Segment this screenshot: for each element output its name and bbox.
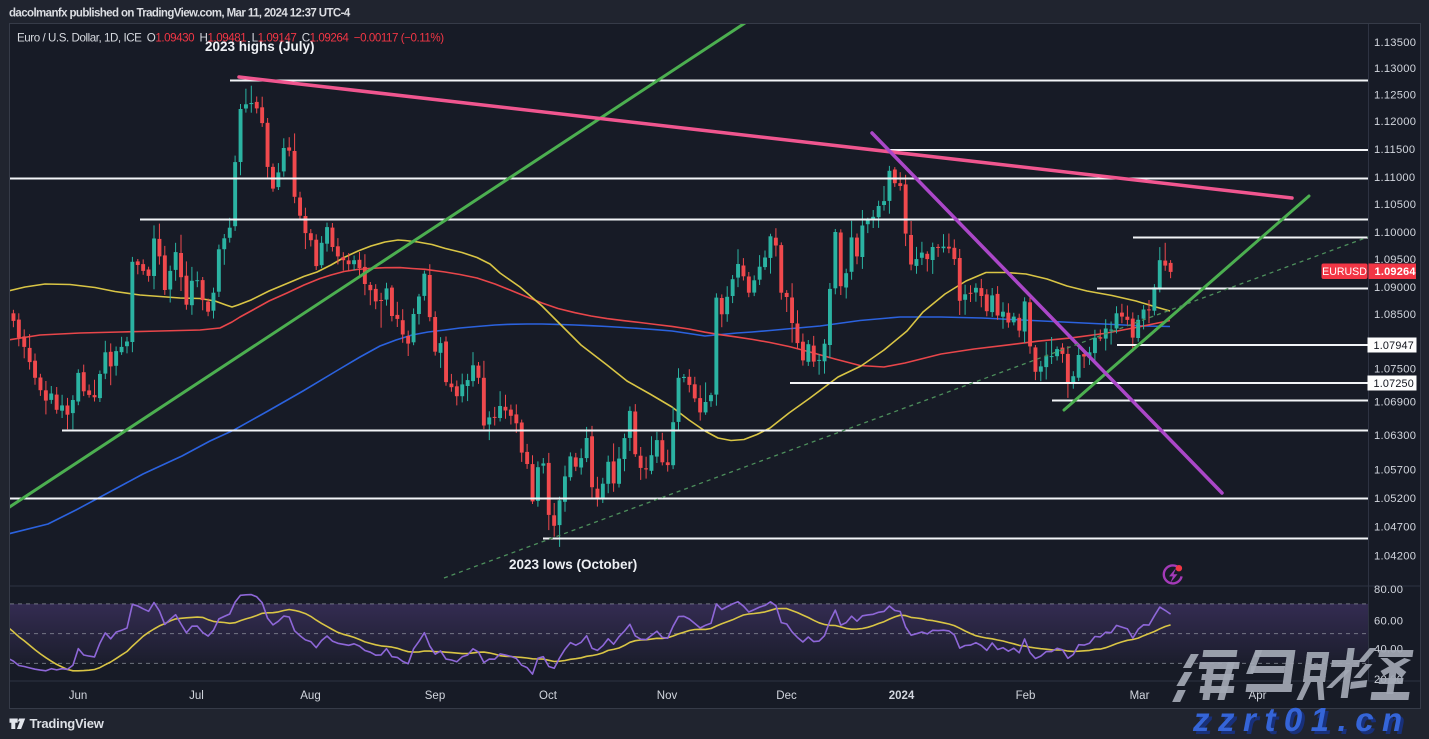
svg-text:1.04700: 1.04700 <box>1374 522 1416 534</box>
svg-text:1.09500: 1.09500 <box>1374 254 1416 266</box>
svg-text:EURUSD: EURUSD <box>1322 266 1367 278</box>
svg-text:1.05700: 1.05700 <box>1374 465 1416 477</box>
svg-text:1.04200: 1.04200 <box>1374 551 1416 563</box>
svg-text:1.06300: 1.06300 <box>1374 430 1416 442</box>
svg-text:Euro / U.S. Dollar, 1D, ICE O1: Euro / U.S. Dollar, 1D, ICE O1.09430 H1.… <box>17 32 444 45</box>
svg-text:Jun: Jun <box>69 690 88 702</box>
svg-text:Nov: Nov <box>657 690 678 702</box>
svg-text:1.09000: 1.09000 <box>1374 282 1416 294</box>
svg-text:1.12000: 1.12000 <box>1374 116 1416 128</box>
svg-text:1.05200: 1.05200 <box>1374 493 1416 505</box>
svg-text:TradingView: TradingView <box>30 716 105 731</box>
svg-text:zzrt01.cn: zzrt01.cn <box>1192 701 1411 738</box>
svg-text:1.12500: 1.12500 <box>1374 90 1416 102</box>
svg-text:Dec: Dec <box>776 690 797 702</box>
svg-text:Sep: Sep <box>425 690 445 702</box>
svg-text:Oct: Oct <box>539 690 558 702</box>
svg-text:1.11500: 1.11500 <box>1374 144 1415 156</box>
svg-text:1.09264: 1.09264 <box>1375 266 1417 278</box>
svg-text:80.00: 80.00 <box>1374 584 1403 596</box>
svg-text:2024: 2024 <box>889 690 915 702</box>
svg-text:Mar: Mar <box>1130 690 1150 702</box>
svg-text:1.10500: 1.10500 <box>1374 199 1416 211</box>
svg-text:1.08500: 1.08500 <box>1374 309 1416 321</box>
svg-text:Apr: Apr <box>1249 690 1267 702</box>
svg-text:2023 lows (October): 2023 lows (October) <box>509 557 637 572</box>
svg-text:1.13000: 1.13000 <box>1374 63 1416 75</box>
svg-text:dacolmanfx published on Tradin: dacolmanfx published on TradingView.com,… <box>9 8 351 20</box>
svg-text:1.11000: 1.11000 <box>1374 172 1415 184</box>
svg-text:Aug: Aug <box>300 690 320 702</box>
svg-text:2023 highs (July): 2023 highs (July) <box>205 39 315 54</box>
svg-text:1.06900: 1.06900 <box>1374 397 1416 409</box>
svg-text:1.07947: 1.07947 <box>1374 340 1414 352</box>
svg-text:zzrt01.cn: zzrt01.cn <box>1195 704 1414 739</box>
svg-text:60.00: 60.00 <box>1374 616 1403 628</box>
svg-text:Feb: Feb <box>1016 690 1036 702</box>
svg-text:Jul: Jul <box>189 690 204 702</box>
svg-text:1.07500: 1.07500 <box>1374 364 1416 376</box>
svg-text:1.07250: 1.07250 <box>1374 378 1414 390</box>
svg-text:1.13500: 1.13500 <box>1374 37 1416 49</box>
svg-text:1.10000: 1.10000 <box>1374 227 1416 239</box>
